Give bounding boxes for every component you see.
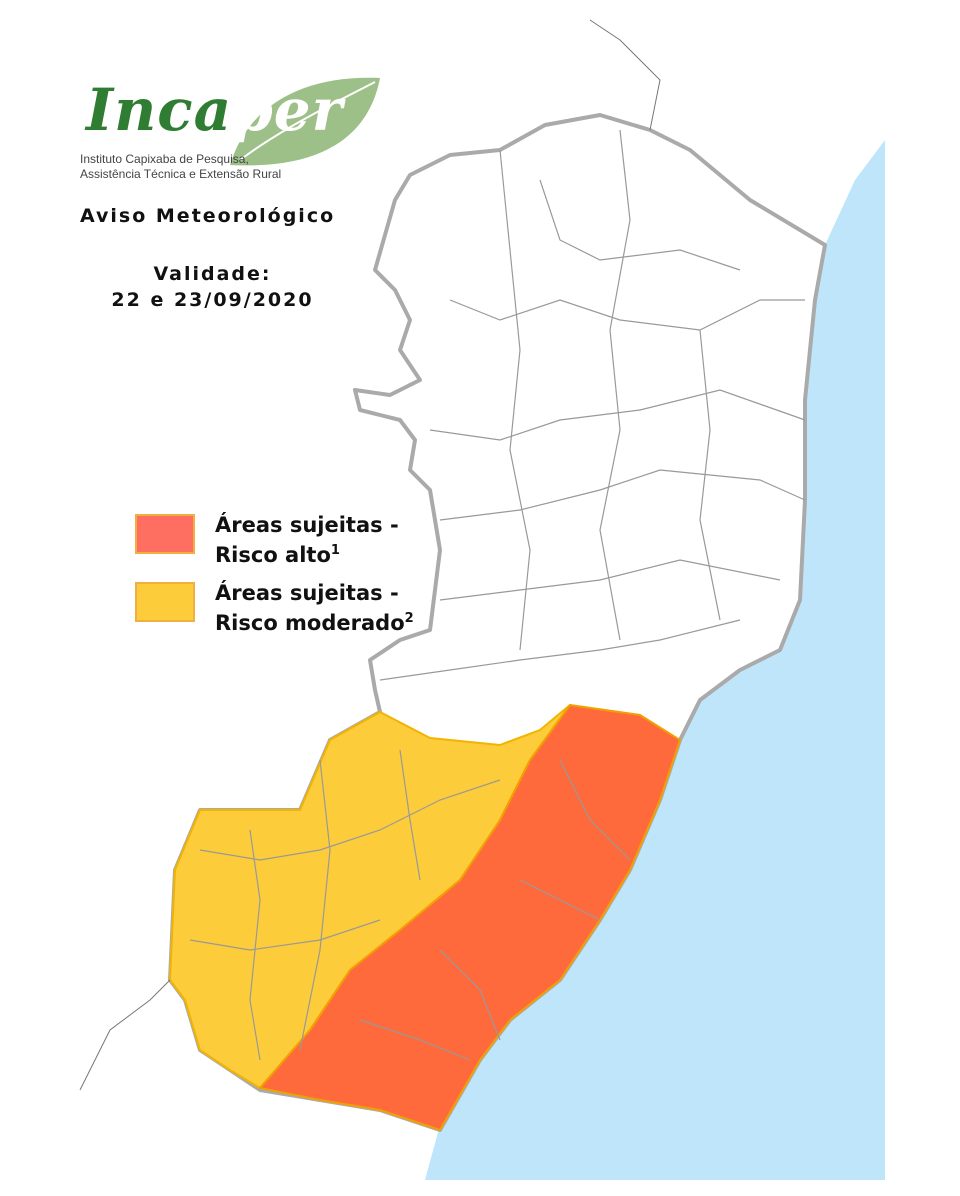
neighbor-state-borders bbox=[79, 19, 661, 1091]
ocean bbox=[425, 140, 885, 1180]
legend-item-moderate-risk: Áreas sujeitas - Risco moderado2 bbox=[135, 580, 414, 636]
legend-label-line1: Áreas sujeitas - bbox=[215, 513, 399, 537]
legend-label-line2: Risco moderado bbox=[215, 611, 405, 635]
municipal-borders bbox=[189, 129, 806, 1061]
logo-subtitle-line2: Assistência Técnica e Extensão Rural bbox=[80, 167, 282, 181]
legend-swatch-high bbox=[135, 514, 195, 554]
logo-name-part1: Inca bbox=[86, 76, 233, 144]
logo-subtitle-line1: Instituto Capixaba de Pesquisa, bbox=[80, 152, 249, 166]
page-title: Aviso Meteorológico bbox=[80, 205, 336, 227]
incaper-logo: Incaper Instituto Capixaba de Pesquisa, … bbox=[80, 70, 390, 181]
logo-name-part2: per bbox=[232, 76, 344, 144]
legend-label-line1: Áreas sujeitas - bbox=[215, 581, 399, 605]
legend-footnote: 1 bbox=[330, 543, 340, 558]
leaf-icon bbox=[230, 77, 380, 166]
legend-footnote: 2 bbox=[404, 611, 414, 626]
legend-swatch-moderate bbox=[135, 582, 195, 622]
legend-item-high-risk: Áreas sujeitas - Risco alto1 bbox=[135, 512, 399, 568]
high-risk-area bbox=[258, 703, 682, 1132]
validity-dates: 22 e 23/09/2020 bbox=[111, 289, 314, 311]
legend-label-line2: Risco alto bbox=[215, 543, 331, 567]
validity-label: Validade: bbox=[153, 263, 272, 285]
